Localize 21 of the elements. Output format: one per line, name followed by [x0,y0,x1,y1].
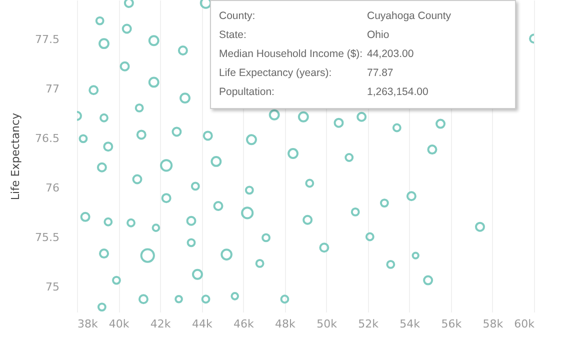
y-tick-label: 75 [46,280,60,294]
x-tick-label: 52k [358,318,380,330]
y-tick-label: 75.5 [35,231,60,244]
x-tick-label: 46k [233,318,254,330]
x-tick-label: 40k [108,318,130,330]
x-tick-label: 38k [78,318,98,330]
x-tick-label: 48k [275,318,296,330]
x-tick-label: 42k [150,318,172,330]
y-tick-label: 76 [46,182,60,195]
x-tick-label: 60k [514,318,536,330]
x-tick-label: 54k [400,318,421,330]
y-tick-label: 76.5 [35,132,60,146]
y-axis-title: Life Expectancy [9,112,22,200]
tooltip-box: County: Cuyahoga County State: Ohio Median Household Income ($): 44,203.00 Life Expectancy (years): 77.87 Popultation: 1,263,154.00 [210,0,516,109]
x-tick-label: 44k [192,318,213,330]
annotation: Median Household Income ($): 44,203.00 [219,47,414,62]
y-tick-label: 77 [46,82,60,96]
y-tick-label: 77.5 [35,33,60,46]
x-tick-label: 58k [482,318,504,330]
x-tick-label: 50k [316,318,338,330]
x-tick-label: 56k [441,318,462,330]
